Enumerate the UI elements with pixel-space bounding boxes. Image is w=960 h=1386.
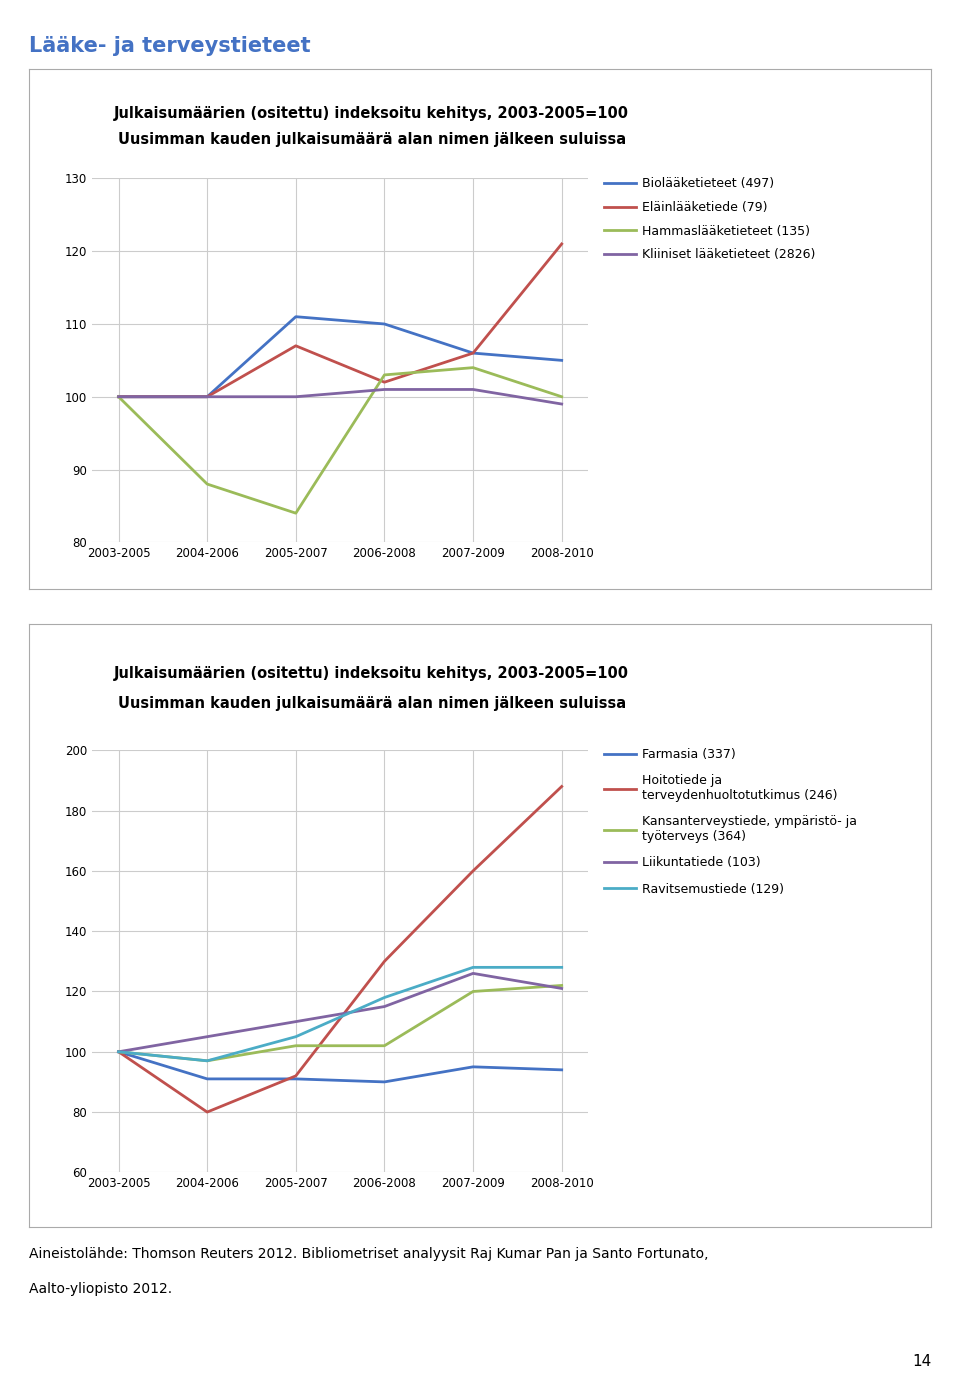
- Text: Aineistolähde: Thomson Reuters 2012. Bibliometriset analyysit Raj Kumar Pan ja S: Aineistolähde: Thomson Reuters 2012. Bib…: [29, 1247, 708, 1261]
- Text: Julkaisumäärien (ositettu) indeksoitu kehitys, 2003-2005=100: Julkaisumäärien (ositettu) indeksoitu ke…: [114, 665, 629, 681]
- Text: 14: 14: [912, 1354, 931, 1369]
- Text: Lääke- ja terveystieteet: Lääke- ja terveystieteet: [29, 36, 310, 55]
- Text: Uusimman kauden julkaisumäärä alan nimen jälkeen suluissa: Uusimman kauden julkaisumäärä alan nimen…: [118, 132, 626, 147]
- Legend: Biolääketieteet (497), Eläinlääketiede (79), Hammaslääketieteet (135), Kliiniset: Biolääketieteet (497), Eläinlääketiede (…: [605, 177, 815, 262]
- Text: Aalto-yliopisto 2012.: Aalto-yliopisto 2012.: [29, 1282, 172, 1296]
- Text: Uusimman kauden julkaisumäärä alan nimen jälkeen suluissa: Uusimman kauden julkaisumäärä alan nimen…: [118, 696, 626, 711]
- Text: Julkaisumäärien (ositettu) indeksoitu kehitys, 2003-2005=100: Julkaisumäärien (ositettu) indeksoitu ke…: [114, 105, 629, 121]
- Legend: Farmasia (337), Hoitotiede ja
terveydenhuoltotutkimus (246), Kansanterveystiede,: Farmasia (337), Hoitotiede ja terveydenh…: [605, 748, 857, 895]
